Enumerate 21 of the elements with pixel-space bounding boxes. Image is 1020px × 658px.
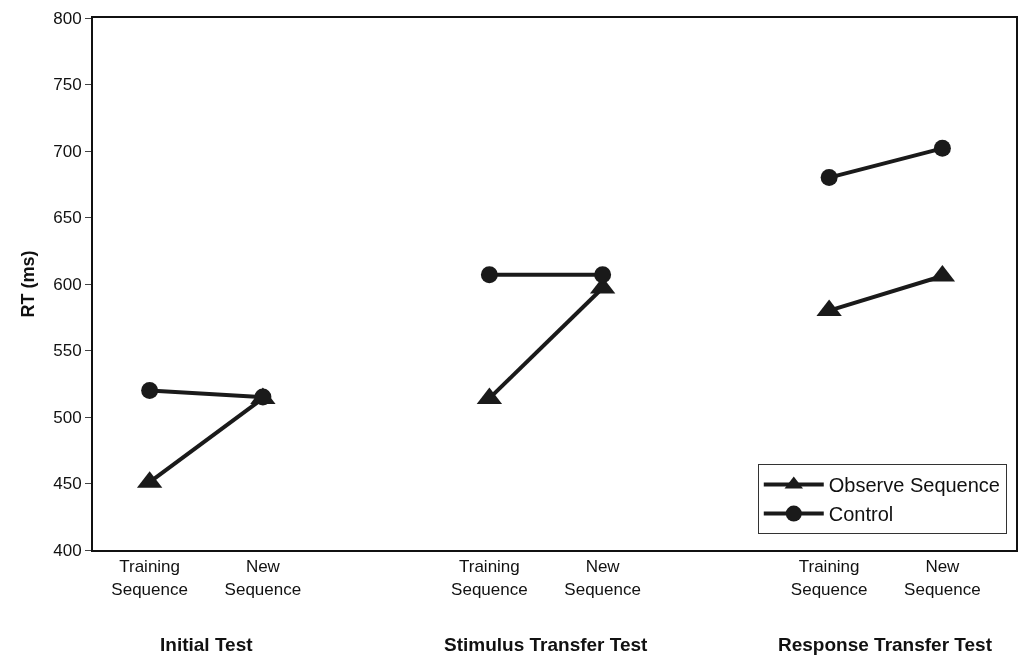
text: Response Transfer Test bbox=[778, 634, 993, 655]
y-tick-label: 500 bbox=[53, 407, 82, 427]
y-tick-label: 750 bbox=[53, 75, 82, 95]
x-tick-label: Training Sequence bbox=[111, 557, 188, 599]
y-tick-label: 550 bbox=[53, 341, 82, 361]
y-tick-label: 800 bbox=[53, 8, 82, 28]
y-tick-label: 650 bbox=[53, 208, 82, 228]
text: Initial Test bbox=[160, 634, 254, 655]
x-tick-label: New Sequence bbox=[564, 557, 641, 599]
y-tick-label: 700 bbox=[53, 141, 82, 161]
text: Stimulus Transfer Test bbox=[444, 634, 649, 655]
y-tick-label: 400 bbox=[53, 540, 82, 560]
legend-label: Observe Sequence bbox=[828, 474, 1000, 497]
x-tick-label: New Sequence bbox=[224, 557, 302, 599]
x-tick-label: Training Sequence bbox=[451, 557, 528, 599]
y-axis-title: RT (ms) bbox=[17, 250, 38, 318]
x-tick-label: New Sequence bbox=[904, 557, 981, 599]
x-tick-label: Training Sequence bbox=[790, 557, 868, 599]
y-tick-label: 600 bbox=[53, 274, 82, 294]
y-tick-label: 450 bbox=[53, 474, 82, 494]
legend-label: Control bbox=[828, 503, 894, 526]
